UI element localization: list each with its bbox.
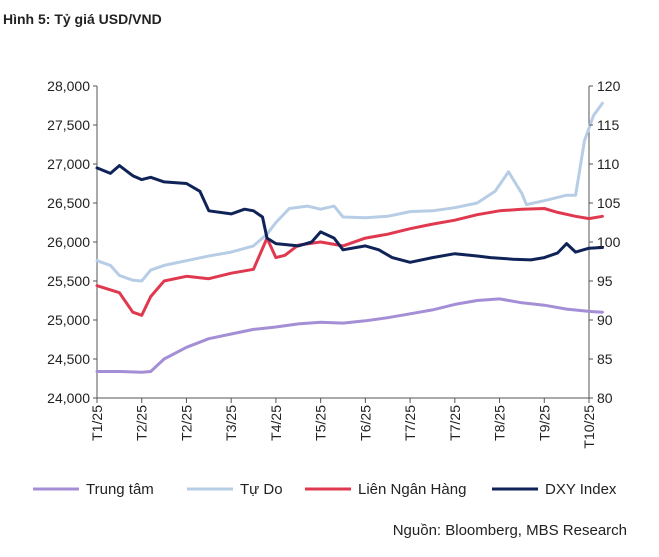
left-tick-label: 27,500 (47, 117, 90, 133)
right-axis-ticks: 80 85 90 95 100 105 110 115 120 (589, 78, 621, 406)
left-axis-ticks: 24,000 24,500 25,000 25,500 26,000 26,500 27,0… (47, 78, 97, 406)
right-tick-label: 100 (597, 234, 621, 250)
series-line-trung-tam (95, 297, 604, 374)
left-tick-label: 24,000 (47, 390, 90, 406)
x-tick-label: T7/25 (447, 405, 463, 441)
axes (96, 86, 590, 399)
x-tick-label: T4/25 (268, 405, 284, 441)
x-tick-label: T3/25 (223, 405, 239, 441)
legend-label-trung-tam: Trung tâm (86, 481, 154, 498)
left-tick-label: 26,500 (47, 195, 90, 211)
right-tick-label: 115 (597, 117, 620, 133)
legend: Trung tâm Tự Do Liên Ngân Hàng DXY Index (33, 481, 617, 498)
series-line-lien-ngan-hang (95, 207, 604, 317)
x-axis-ticks: T1/25 T2/25 T2/25 T3/25 T4/25 T5/25 T6/25 T7/25… (89, 398, 597, 449)
left-tick-label: 26,000 (47, 234, 90, 250)
left-tick-label: 25,000 (47, 312, 90, 328)
x-tick-label: T5/25 (313, 405, 329, 441)
chart-title: Hình 5: Tỷ giá USD/VND (3, 11, 162, 27)
left-tick-label: 25,500 (47, 273, 90, 289)
right-tick-label: 90 (597, 312, 613, 328)
right-tick-label: 95 (597, 273, 613, 289)
left-tick-label: 27,000 (47, 156, 90, 172)
right-tick-label: 110 (597, 156, 620, 172)
right-tick-label: 85 (597, 351, 613, 367)
x-tick-label: T10/25 (581, 405, 597, 449)
legend-label-lien-ngan-hang: Liên Ngân Hàng (358, 481, 466, 498)
right-tick-label: 80 (597, 390, 613, 406)
legend-label-dxy-index: DXY Index (545, 481, 617, 498)
series-line-dxy-index (95, 164, 604, 264)
series-layer (95, 101, 604, 374)
x-tick-label: T2/25 (178, 405, 194, 441)
left-tick-label: 24,500 (47, 351, 90, 367)
x-tick-label: T8/25 (492, 405, 508, 441)
left-tick-label: 28,000 (47, 78, 90, 94)
x-tick-label: T6/25 (357, 405, 373, 441)
legend-label-tu-do: Tự Do (240, 481, 283, 498)
right-tick-label: 105 (597, 195, 621, 211)
series-line-tu-do (95, 101, 604, 283)
source-note: Nguồn: Bloomberg, MBS Research (392, 522, 627, 539)
x-tick-label: T2/25 (134, 405, 150, 441)
right-tick-label: 120 (597, 78, 621, 94)
x-tick-label: T1/25 (89, 405, 105, 441)
x-tick-label: T9/25 (536, 405, 552, 441)
x-tick-label: T7/25 (402, 405, 418, 441)
